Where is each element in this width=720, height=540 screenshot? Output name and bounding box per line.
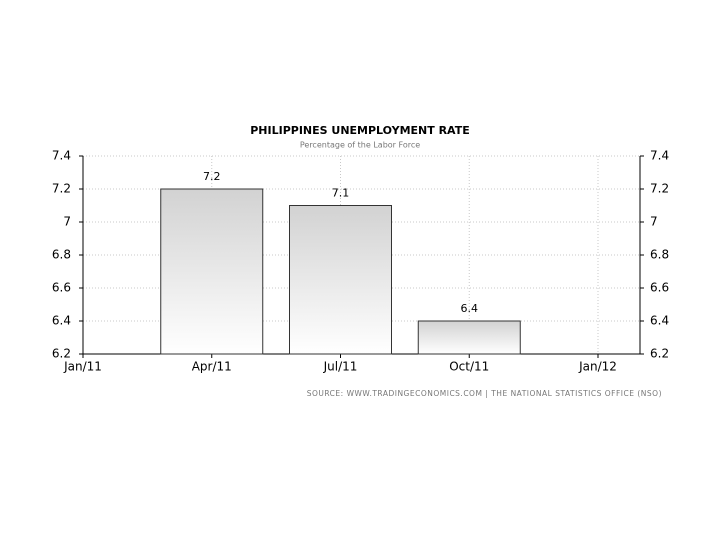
bar — [289, 205, 392, 355]
y2-tick-label: 6.2 — [650, 347, 669, 361]
value-label: 7.1 — [332, 187, 350, 200]
bar — [160, 188, 264, 355]
x-tick-label: Jan/11 — [63, 360, 102, 374]
x-tick-label: Oct/11 — [449, 360, 489, 374]
y-tick-label: 7.4 — [52, 149, 71, 163]
x-tick-label: Jan/12 — [578, 360, 617, 374]
y-tick-label: 6.6 — [52, 281, 71, 295]
source-note: SOURCE: WWW.TRADINGECONOMICS.COM | THE N… — [307, 389, 662, 398]
y2-tick-label: 7.2 — [650, 182, 669, 196]
chart-subtitle: Percentage of the Labor Force — [300, 141, 420, 150]
y-tick-label: 7.2 — [52, 182, 71, 196]
y2-tick-label: 7 — [650, 215, 658, 229]
y-tick-label: 6.8 — [52, 248, 71, 262]
y-tick-label: 7 — [63, 215, 71, 229]
y2-tick-label: 6.4 — [650, 314, 669, 328]
value-label: 6.4 — [461, 302, 479, 315]
y-tick-label: 6.4 — [52, 314, 71, 328]
x-tick-label: Apr/11 — [192, 360, 232, 374]
chart-title: PHILIPPINES UNEMPLOYMENT RATE — [250, 124, 470, 137]
y2-tick-label: 7.4 — [650, 149, 669, 163]
value-label: 7.2 — [203, 170, 221, 183]
y2-tick-label: 6.8 — [650, 248, 669, 262]
x-tick-label: Jul/11 — [323, 360, 358, 374]
bar — [417, 320, 521, 355]
y-tick-label: 6.2 — [52, 347, 71, 361]
y2-tick-label: 6.6 — [650, 281, 669, 295]
